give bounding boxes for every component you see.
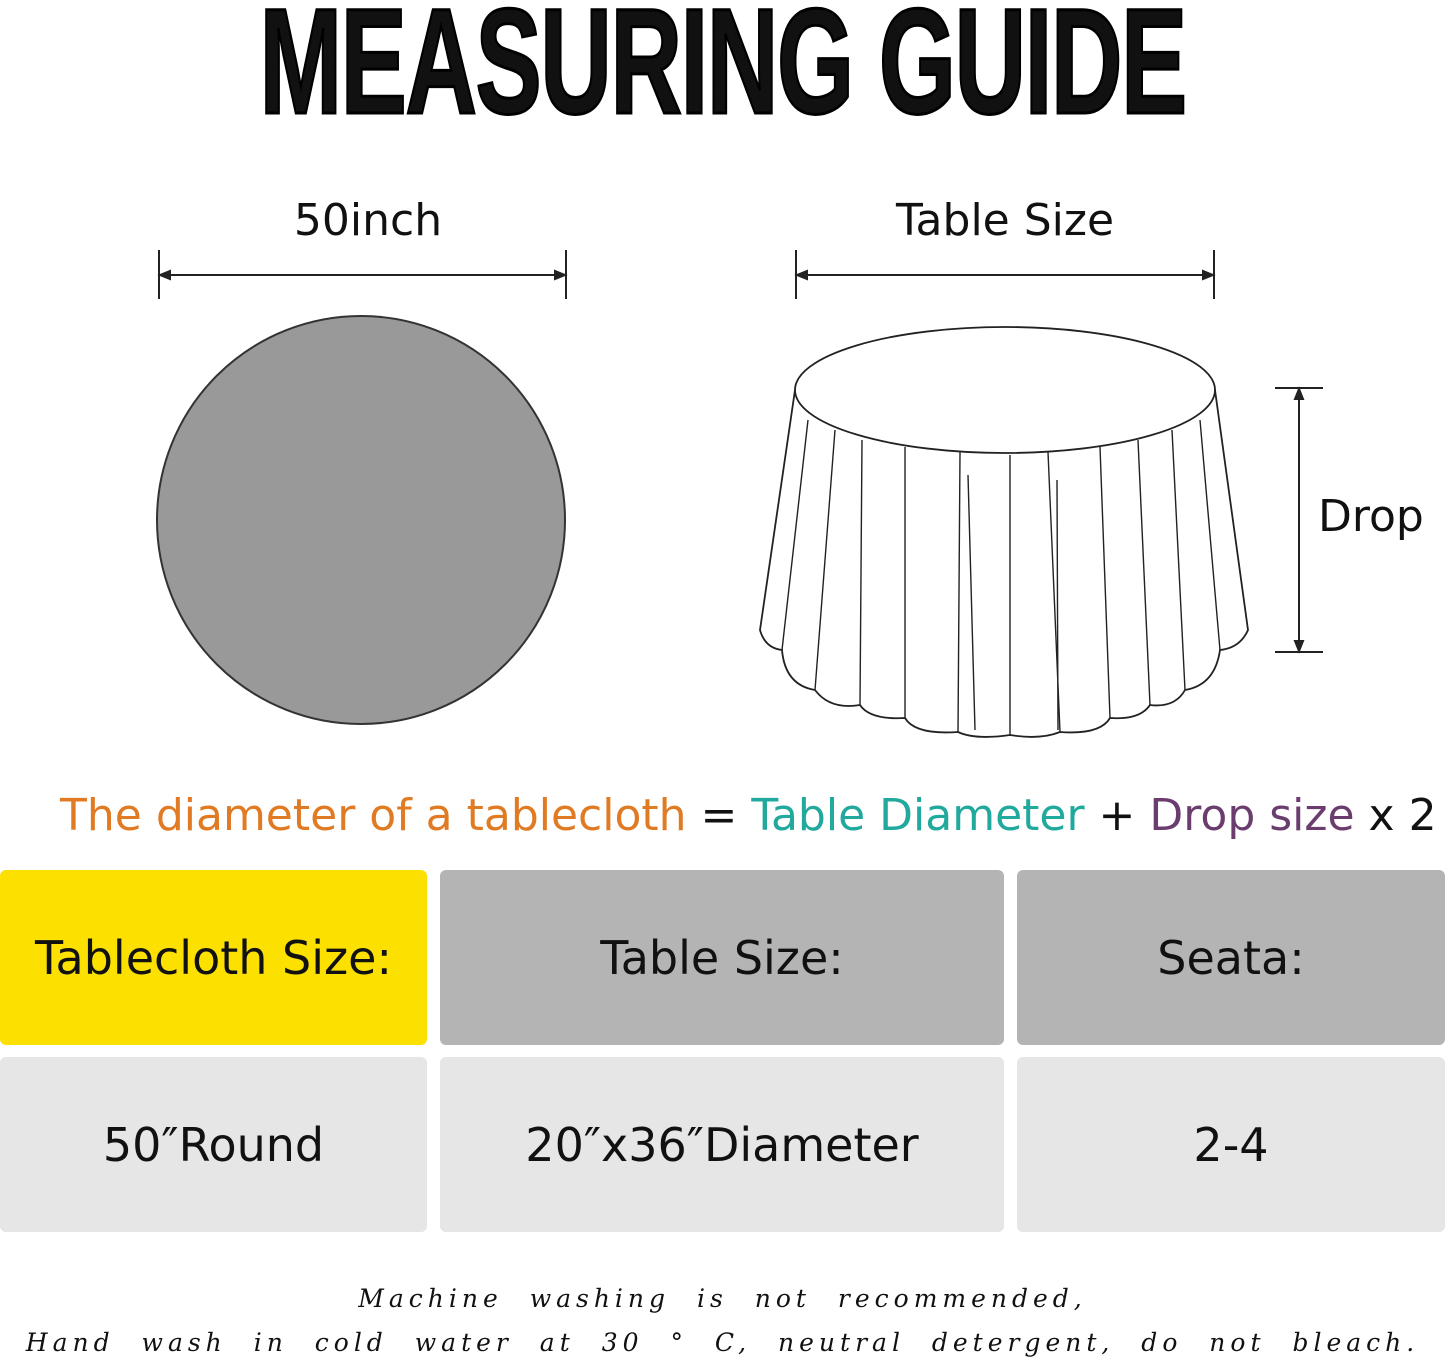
formula-table-diameter: Table Diameter	[751, 790, 1085, 841]
cell-tablecloth-size: 50″Round	[0, 1057, 427, 1232]
cell-table-size: 20″x36″Diameter	[440, 1057, 1004, 1232]
formula-tablecloth-diameter: The diameter of a tablecloth	[60, 790, 687, 841]
drop-arrow	[1275, 386, 1323, 654]
care-note-line-1: Machine washing is not recommended,	[358, 1284, 1087, 1313]
draped-tablecloth-illustration	[759, 326, 1249, 738]
formula-times-two: x 2	[1354, 790, 1437, 841]
page-title: MEASURING GUIDE	[258, 0, 1188, 145]
cell-seats: 2-4	[1017, 1057, 1445, 1232]
header-tablecloth-size: Tablecloth Size:	[0, 870, 427, 1045]
formula-equals: =	[686, 790, 752, 841]
header-table-size: Table Size:	[440, 870, 1004, 1045]
care-note-line-2: Hand wash in cold water at 30 ° C, neutr…	[25, 1328, 1420, 1357]
size-formula: The diameter of a tablecloth = Table Dia…	[60, 790, 1437, 842]
table-size-arrow	[794, 250, 1216, 299]
flat-tablecloth-circle	[156, 315, 566, 725]
flat-width-label: 50inch	[293, 195, 443, 246]
table-size-label: Table Size	[895, 195, 1115, 246]
formula-drop-size: Drop size	[1149, 790, 1355, 841]
diagrams	[156, 250, 1323, 738]
formula-plus: +	[1084, 790, 1150, 841]
drop-label: Drop	[1318, 491, 1424, 542]
flat-width-arrow	[157, 250, 568, 299]
header-seats: Seata:	[1017, 870, 1445, 1045]
